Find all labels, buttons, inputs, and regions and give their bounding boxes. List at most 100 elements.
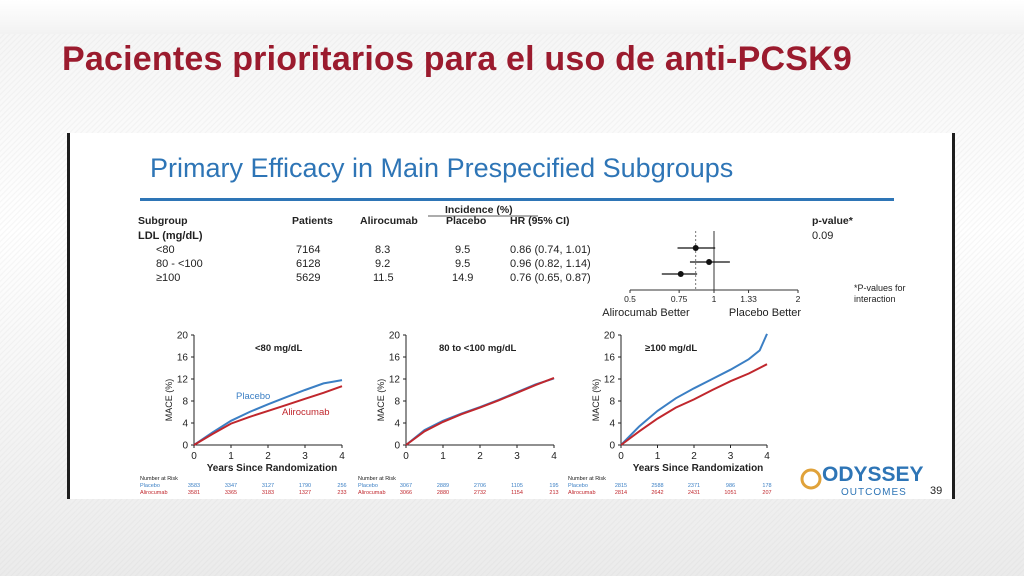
km-y-tick-label: 8 (182, 397, 188, 408)
table-row: <80 7164 8.3 9.5 0.86 (0.74, 1.01) (156, 244, 591, 256)
risk-value: 2732 (474, 490, 486, 496)
risk-row-label: Placebo (140, 483, 160, 489)
forest-point (677, 271, 684, 277)
km-series-alirocumab (405, 376, 555, 446)
row-alirocumab: 8.3 (375, 244, 390, 256)
row-patients: 6128 (296, 258, 320, 270)
risk-value: 2814 (615, 490, 627, 496)
logo-line1: ODYSSEY (822, 463, 924, 486)
odyssey-logo: ODYSSEY OUTCOMES (800, 463, 924, 498)
group-pvalue: 0.09 (812, 230, 833, 242)
forest-point (692, 245, 699, 251)
risk-value: 233 (337, 490, 346, 496)
km-y-tick-label: 20 (604, 331, 616, 342)
risk-value: 2642 (651, 490, 663, 496)
forest-label-left: Alirocumab Better (602, 307, 690, 319)
row-subgroup: <80 (156, 244, 175, 256)
risk-value: 207 (762, 490, 771, 496)
km-y-tick-label: 0 (609, 441, 615, 452)
km-y-tick-label: 12 (177, 375, 189, 386)
footnote-line1: *P-values for (854, 283, 906, 293)
km-x-tick-label: 3 (514, 451, 520, 462)
col-hr: HR (95% CI) (510, 215, 570, 227)
km-x-tick-label: 1 (440, 451, 446, 462)
row-hr: 0.86 (0.74, 1.01) (510, 244, 591, 256)
risk-value: 1154 (511, 490, 523, 496)
km-y-tick-label: 4 (394, 419, 400, 430)
forest-tick-label: 0.75 (671, 294, 688, 304)
forest-tick-label: 2 (796, 294, 801, 304)
footnote-line2: interaction (854, 294, 896, 304)
page-number: 39 (930, 485, 942, 497)
row-placebo: 9.5 (455, 258, 470, 270)
km-x-label: Years Since Randomization (207, 463, 338, 474)
km-series-alirocumab (193, 385, 343, 446)
heading-rule (140, 198, 894, 201)
km-x-tick-label: 0 (618, 451, 624, 462)
km-y-tick-label: 16 (604, 353, 616, 364)
col-patients: Patients (292, 215, 333, 227)
km-series-placebo (405, 377, 555, 446)
risk-value: 213 (549, 490, 558, 496)
km-y-tick-label: 12 (389, 375, 401, 386)
risk-row-label: Alirocumab (140, 490, 168, 496)
km-x-tick-label: 4 (551, 451, 557, 462)
km-y-tick-label: 12 (604, 375, 616, 386)
incidence-header: Incidence (%) (445, 204, 513, 216)
km-subtitle: <80 mg/dL (255, 343, 302, 354)
risk-row-label: Alirocumab (358, 490, 386, 496)
km-y-label: MACE (%) (376, 379, 386, 422)
risk-value: 986 (726, 483, 735, 489)
row-placebo: 9.5 (455, 244, 470, 256)
forest-point (706, 259, 713, 265)
km-x-tick-label: 1 (228, 451, 234, 462)
km-x-tick-label: 0 (191, 451, 197, 462)
risk-table-title: Number at Risk (140, 476, 178, 482)
km-subtitle: ≥100 mg/dL (645, 343, 697, 354)
row-placebo: 14.9 (452, 272, 473, 284)
risk-value: 1105 (511, 483, 523, 489)
forest-tick-label: 1.33 (740, 294, 757, 304)
km-y-tick-label: 20 (389, 331, 401, 342)
row-patients: 5629 (296, 272, 320, 284)
col-pvalue: p-value* (812, 215, 854, 227)
risk-value: 3347 (225, 483, 237, 489)
row-alirocumab: 9.2 (375, 258, 390, 270)
row-subgroup: ≥100 (156, 272, 180, 284)
row-hr: 0.76 (0.65, 0.87) (510, 272, 591, 284)
km-series-placebo (193, 379, 343, 446)
row-subgroup: 80 - <100 (156, 258, 203, 270)
km-y-tick-label: 8 (609, 397, 615, 408)
risk-table-title: Number at Risk (358, 476, 396, 482)
row-patients: 7164 (296, 244, 320, 256)
col-alirocumab: Alirocumab (360, 215, 418, 227)
risk-value: 3066 (400, 490, 412, 496)
risk-value: 3581 (188, 490, 200, 496)
km-y-tick-label: 4 (182, 419, 188, 430)
row-alirocumab: 11.5 (373, 272, 394, 284)
group-label: LDL (mg/dL) (138, 230, 203, 242)
km-x-label: Years Since Randomization (633, 463, 764, 474)
top-stripe (0, 0, 1024, 34)
risk-value: 2431 (688, 490, 700, 496)
km-y-tick-label: 4 (609, 419, 615, 430)
km-y-label: MACE (%) (591, 379, 601, 422)
risk-value: 256 (337, 483, 346, 489)
risk-table-title: Number at Risk (568, 476, 606, 482)
km-x-tick-label: 3 (728, 451, 734, 462)
forest-label-right: Placebo Better (729, 307, 801, 319)
figure-frame: Primary Efficacy in Main Prespecified Su… (67, 133, 955, 499)
risk-value: 2706 (474, 483, 486, 489)
risk-row-label: Alirocumab (568, 490, 596, 496)
risk-value: 1327 (299, 490, 311, 496)
km-x-tick-label: 4 (339, 451, 345, 462)
km-series-alirocumab (620, 363, 768, 446)
km-series-label-placebo: Placebo (236, 391, 270, 402)
risk-value: 3583 (188, 483, 200, 489)
km-x-tick-label: 3 (302, 451, 308, 462)
table-row: 80 - <100 6128 9.2 9.5 0.96 (0.82, 1.14) (156, 258, 591, 270)
logo-mark-icon (800, 468, 822, 490)
risk-value: 3365 (225, 490, 237, 496)
